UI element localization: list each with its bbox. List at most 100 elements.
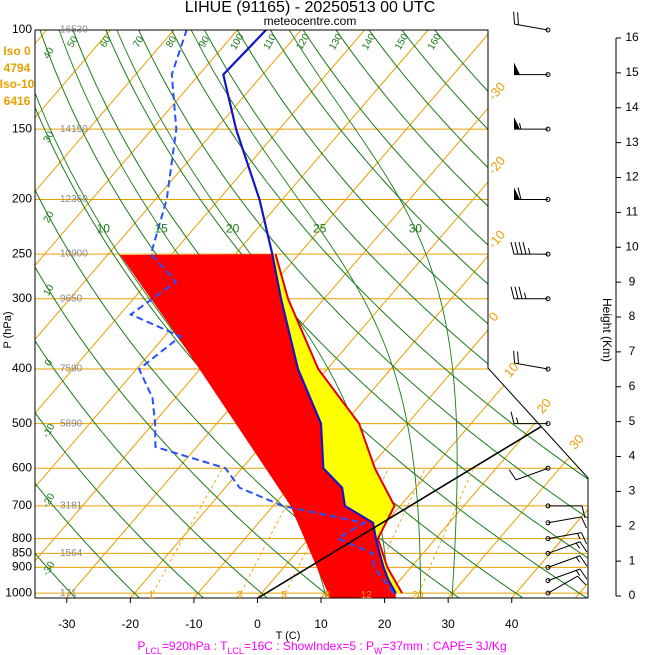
barb-station xyxy=(545,366,551,372)
y2-tick-label: 0 xyxy=(629,588,636,602)
barb-full xyxy=(514,286,519,299)
y-tick-label: 800 xyxy=(12,531,32,545)
y-tick-label: 400 xyxy=(12,361,32,375)
footer-symbol: T xyxy=(220,639,228,653)
y-tick-label: 500 xyxy=(12,416,32,430)
barb-station xyxy=(545,421,551,427)
mixing-ratio-label: 3 xyxy=(237,590,243,601)
y-tick-label: 900 xyxy=(12,560,32,574)
parcel-line xyxy=(274,253,403,594)
wind-barb xyxy=(545,568,588,584)
wind-barb xyxy=(514,187,551,203)
wind-barb xyxy=(545,575,587,596)
barb-full xyxy=(577,575,587,586)
footer-text: CAPE= 3J/Kg xyxy=(433,639,507,653)
y2-tick-label: 5 xyxy=(629,414,636,428)
barb-staff xyxy=(547,532,582,540)
footer-subscript: W xyxy=(374,646,383,655)
isotherm xyxy=(35,30,175,598)
reference-line xyxy=(257,419,553,598)
dry-adiabat xyxy=(204,30,588,598)
barb-station xyxy=(545,251,551,257)
y2-tick-label: 2 xyxy=(629,518,636,532)
isobar-height-label: 12360 xyxy=(60,194,88,205)
mixing-ratio-label: 5 xyxy=(281,590,287,601)
y-tick-label: 700 xyxy=(12,498,32,512)
plot-area xyxy=(35,30,588,598)
y-tick-label: 1000 xyxy=(5,585,32,599)
barb-full xyxy=(517,351,519,364)
barb-full xyxy=(513,11,516,25)
barb-staff xyxy=(547,516,582,524)
dry-adiabat-label: 0 xyxy=(43,357,56,368)
y2-tick-label: 12 xyxy=(625,170,639,184)
footer-text: =16C : xyxy=(244,639,283,653)
isotherm xyxy=(35,30,302,598)
moist-adiabat-label: 10 xyxy=(97,222,111,236)
wind-barb xyxy=(510,411,551,427)
barb-station xyxy=(545,197,551,203)
barb-full xyxy=(579,555,588,567)
barb-half xyxy=(524,292,527,299)
y2-tick-label: 14 xyxy=(625,100,639,114)
wind-barb xyxy=(514,62,551,78)
barb-staff xyxy=(547,555,581,568)
moist-adiabat xyxy=(288,30,458,598)
barb-half xyxy=(577,533,581,540)
moist-adiabat-label: 30 xyxy=(409,222,423,236)
y2-axis-label: Height (Km) xyxy=(600,298,614,362)
y-tick-label: 600 xyxy=(12,460,32,474)
barb-half xyxy=(528,247,531,255)
isobar-height-label: 14150 xyxy=(60,124,88,135)
footer-symbol: P xyxy=(366,639,374,653)
barb-full xyxy=(517,12,519,25)
y2-tick-label: 9 xyxy=(629,274,636,288)
barb-station xyxy=(545,536,551,542)
y-axis-label: P (hPa) xyxy=(2,311,14,348)
dry-adiabat-label: 30 xyxy=(42,129,57,145)
dry-adiabat xyxy=(171,30,588,598)
wind-barb xyxy=(510,286,551,302)
x-tick-label: -10 xyxy=(185,617,203,631)
barb-full xyxy=(517,187,522,200)
y2-tick-label: 8 xyxy=(629,309,636,323)
isotherm xyxy=(384,30,588,598)
x-tick-label: 40 xyxy=(505,617,519,631)
y2-tick-label: 3 xyxy=(629,484,636,498)
chart-subtitle: meteocentre.com xyxy=(264,14,357,28)
mixing-ratio-label: 20 xyxy=(412,590,424,601)
barb-station xyxy=(545,27,551,33)
y2-tick-label: 15 xyxy=(625,65,639,79)
iso-level-label: Iso-10 xyxy=(0,77,35,91)
mixing-ratio-label: 12 xyxy=(361,590,373,601)
barb-full xyxy=(581,516,587,529)
y-tick-label: 250 xyxy=(12,246,32,260)
y2-tick-label: 16 xyxy=(625,30,639,44)
barb-half xyxy=(575,542,581,549)
barb-half xyxy=(519,123,522,130)
mixing-ratio-line xyxy=(149,467,223,598)
isobar-height-label: 3181 xyxy=(60,501,83,512)
y2-tick-label: 1 xyxy=(629,553,636,567)
dry-adiabat-label: 80 xyxy=(164,34,179,50)
wind-barb xyxy=(545,516,587,529)
footer-text: =37mm : xyxy=(383,639,433,653)
barb-full xyxy=(514,241,519,255)
dewpoint-line xyxy=(128,30,395,594)
wind-barb xyxy=(545,555,588,570)
barb-flag xyxy=(514,187,520,200)
dry-adiabat-label: 60 xyxy=(98,34,113,50)
isotherm xyxy=(66,30,556,598)
isobar-height-label: 16530 xyxy=(60,25,88,36)
barb-staff xyxy=(515,467,549,481)
isobar-height-label: 9650 xyxy=(60,293,83,304)
barb-staff xyxy=(547,568,581,582)
barb-full xyxy=(518,286,523,299)
wind-barb xyxy=(514,117,551,132)
isotherm xyxy=(193,30,588,598)
dry-adiabat xyxy=(269,30,588,598)
barb-station xyxy=(545,590,551,596)
footer-subscript: LCL xyxy=(227,646,244,655)
barb-full xyxy=(581,532,587,545)
x-tick-label: 20 xyxy=(378,617,392,631)
